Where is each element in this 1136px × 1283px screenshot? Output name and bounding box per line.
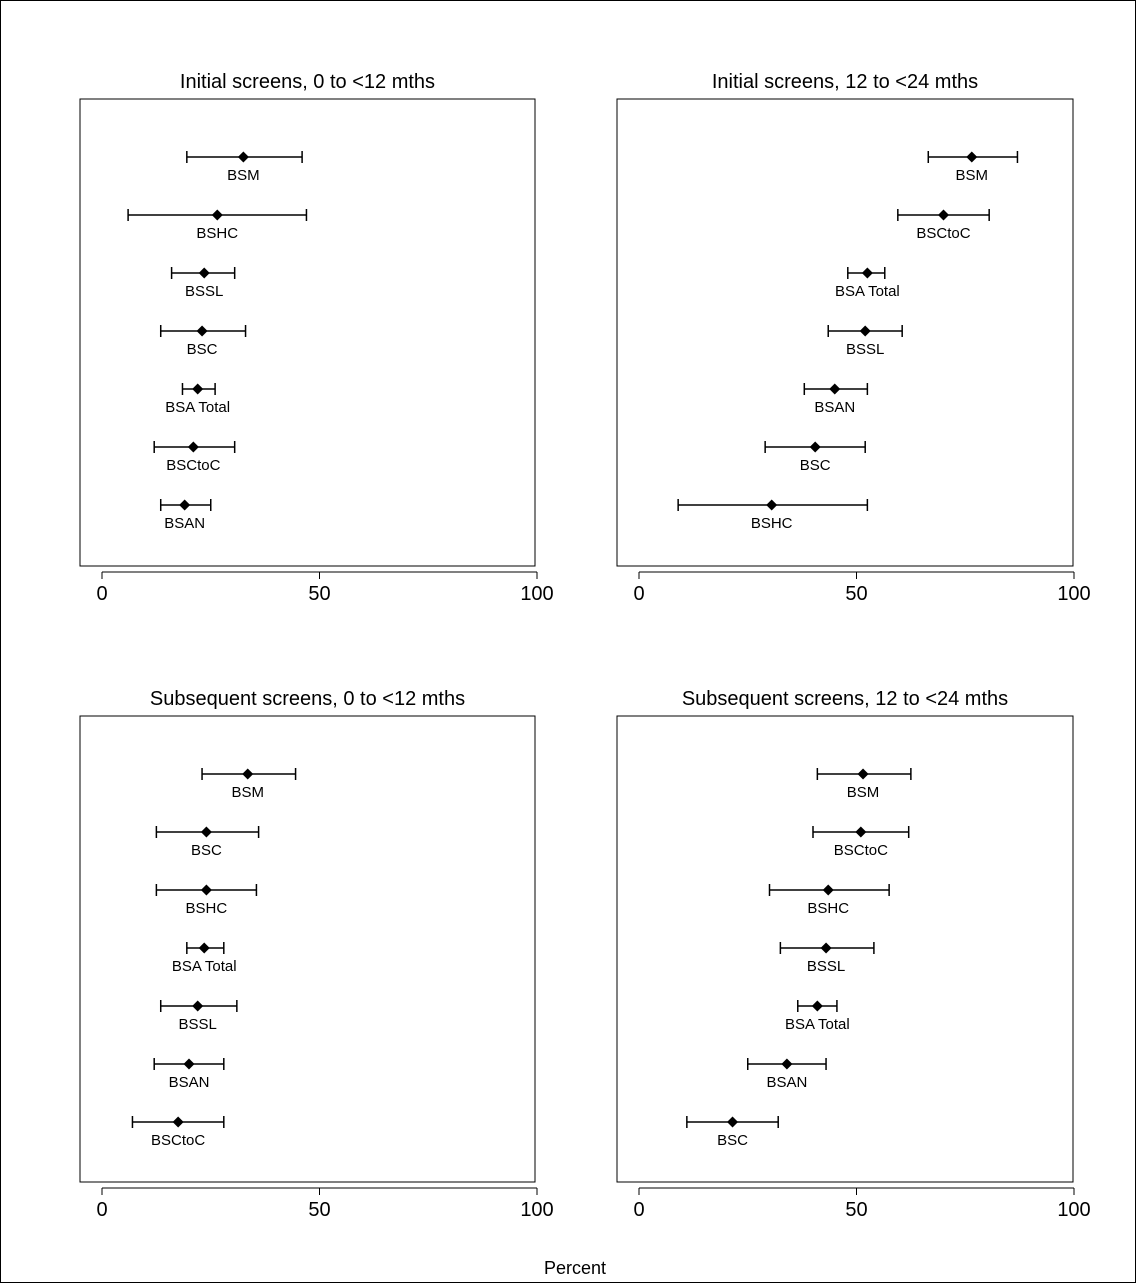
estimate-marker <box>766 499 778 511</box>
point-label: BSM <box>847 784 880 801</box>
point-label: BSHC <box>196 225 238 242</box>
point-label: BSHC <box>751 515 793 532</box>
estimate-marker <box>183 1058 195 1070</box>
point-label: BSM <box>227 167 260 184</box>
forest-panel: Subsequent screens, 12 to <24 mths 0 50 100… <box>616 688 1091 1221</box>
point-label: BSA Total <box>172 958 237 975</box>
point-label: BSSL <box>846 341 884 358</box>
estimate-marker <box>200 826 212 838</box>
estimate-marker <box>192 383 204 395</box>
estimate-marker <box>857 768 869 780</box>
x-tick-label: 50 <box>308 583 330 605</box>
point-label: BSCtoC <box>151 1132 205 1149</box>
x-tick-label: 50 <box>308 1199 330 1221</box>
point-label: BSC <box>800 457 831 474</box>
point-label: BSSL <box>185 283 223 300</box>
estimate-marker <box>781 1058 793 1070</box>
estimate-marker <box>859 325 871 337</box>
estimate-marker <box>179 499 191 511</box>
point-label: BSA Total <box>785 1016 850 1033</box>
panel-title: Subsequent screens, 0 to <12 mths <box>150 688 465 710</box>
x-tick-label: 0 <box>633 1199 644 1221</box>
panel-frame <box>616 715 1074 1183</box>
estimate-marker <box>861 267 873 279</box>
point-label: BSAN <box>766 1074 807 1091</box>
x-tick-label: 0 <box>96 583 107 605</box>
panel-frame <box>616 98 1074 567</box>
point-label: BSCtoC <box>916 225 970 242</box>
estimate-marker <box>809 441 821 453</box>
estimate-marker <box>855 826 867 838</box>
point-label: BSSL <box>807 958 845 975</box>
point-label: BSM <box>231 784 264 801</box>
point-label: BSHC <box>186 900 228 917</box>
panel-title: Initial screens, 0 to <12 mths <box>180 71 435 93</box>
forest-panel: Initial screens, 0 to <12 mths 0 50 100 BSM B… <box>79 71 554 605</box>
forest-panel: Subsequent screens, 0 to <12 mths 0 50 100 B… <box>79 688 554 1221</box>
x-tick-label: 100 <box>1057 1199 1090 1221</box>
x-tick-label: 100 <box>520 1199 553 1221</box>
panel-frame <box>79 715 536 1183</box>
point-label: BSAN <box>164 515 205 532</box>
forest-panel: Initial screens, 12 to <24 mths 0 50 100 BSM… <box>616 71 1091 605</box>
estimate-marker <box>198 267 210 279</box>
point-label: BSCtoC <box>166 457 220 474</box>
estimate-marker <box>187 441 199 453</box>
estimate-marker <box>172 1116 184 1128</box>
estimate-marker <box>811 1000 823 1012</box>
point-label: BSC <box>191 842 222 859</box>
estimate-marker <box>198 942 210 954</box>
x-tick-label: 0 <box>633 583 644 605</box>
panel-title: Subsequent screens, 12 to <24 mths <box>682 688 1008 710</box>
estimate-marker <box>237 151 249 163</box>
point-label: BSA Total <box>835 283 900 300</box>
point-label: BSAN <box>814 399 855 416</box>
estimate-marker <box>200 884 212 896</box>
point-label: BSCtoC <box>834 842 888 859</box>
x-tick-label: 50 <box>845 583 867 605</box>
x-tick-label: 100 <box>520 583 553 605</box>
x-tick-label: 50 <box>845 1199 867 1221</box>
x-tick-label: 100 <box>1057 583 1090 605</box>
point-label: BSAN <box>169 1074 210 1091</box>
estimate-marker <box>966 151 978 163</box>
estimate-marker <box>196 325 208 337</box>
estimate-marker <box>211 209 223 221</box>
x-tick-label: 0 <box>96 1199 107 1221</box>
point-label: BSA Total <box>165 399 230 416</box>
point-label: BSM <box>956 167 989 184</box>
estimate-marker <box>192 1000 204 1012</box>
x-axis-label: Percent <box>544 1258 606 1278</box>
panel-frame <box>79 98 536 567</box>
estimate-marker <box>822 884 834 896</box>
point-label: BSSL <box>179 1016 217 1033</box>
point-label: BSHC <box>807 900 849 917</box>
estimate-marker <box>938 209 949 221</box>
point-label: BSC <box>717 1132 748 1149</box>
estimate-marker <box>727 1116 739 1128</box>
estimate-marker <box>242 768 254 780</box>
point-label: BSC <box>187 341 218 358</box>
panel-title: Initial screens, 12 to <24 mths <box>712 71 978 93</box>
estimate-marker <box>829 383 841 395</box>
estimate-marker <box>820 942 832 954</box>
